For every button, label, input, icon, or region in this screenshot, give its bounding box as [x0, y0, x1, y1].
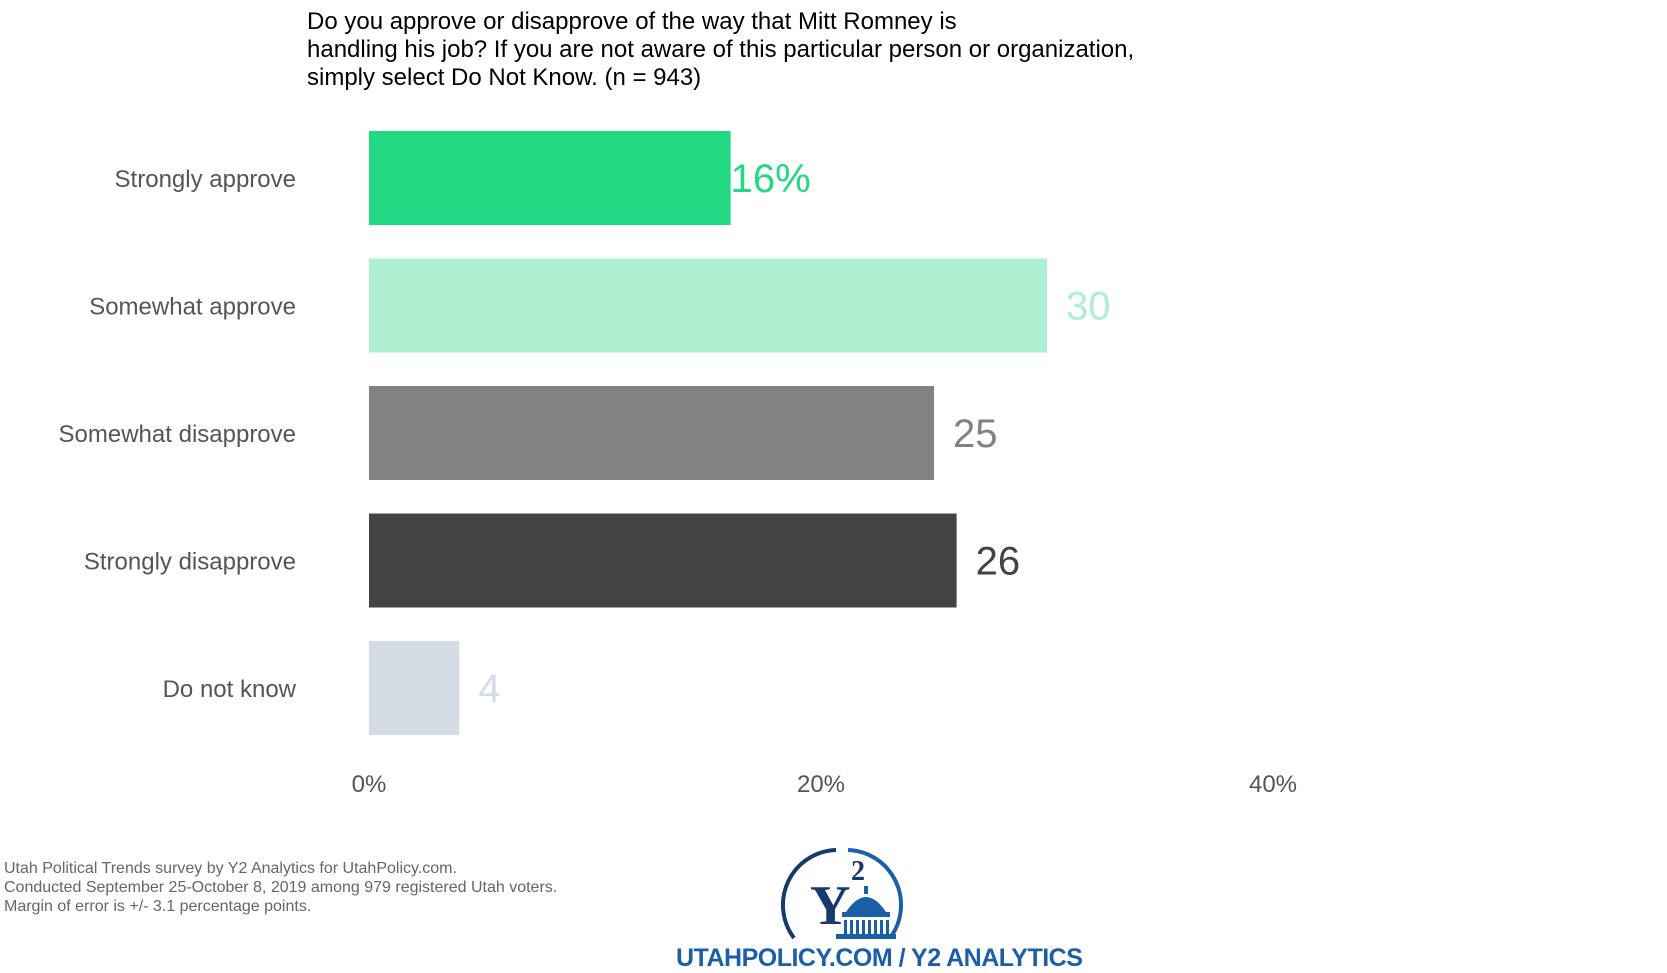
- x-tick-label: 20%: [797, 771, 845, 798]
- footnote: Utah Political Trends survey by Y2 Analy…: [4, 859, 557, 916]
- bar-somewhat-disapprove: [369, 386, 934, 480]
- value-label: 16%: [731, 157, 811, 201]
- footnote-line: Margin of error is +/- 3.1 percentage po…: [4, 898, 312, 915]
- footnote-line: Utah Political Trends survey by Y2 Analy…: [4, 860, 457, 877]
- category-label: Strongly disapprove: [84, 549, 296, 576]
- x-tick-label: 0%: [352, 771, 387, 798]
- category-label: Somewhat disapprove: [59, 421, 296, 448]
- category-label: Strongly approve: [115, 166, 296, 193]
- capitol-dome-icon: Y 2: [780, 848, 904, 940]
- bar-somewhat-approve: [369, 258, 1047, 353]
- utahpolicy-y2-logo: Y 2 UTAHPOLICY.COM / Y2 ANALYTICS: [676, 846, 1083, 973]
- footnote-line: Conducted September 25-October 8, 2019 a…: [4, 879, 558, 896]
- svg-text:2: 2: [851, 856, 865, 887]
- bar-strongly-approve: [369, 131, 731, 225]
- value-label: 26: [976, 540, 1021, 584]
- chart-title: Do you approve or disapprove of the way …: [307, 8, 1135, 91]
- value-label: 4: [478, 667, 500, 711]
- bar-strongly-disapprove: [369, 513, 957, 608]
- bar-do-not-know: [369, 641, 460, 735]
- category-label: Do not know: [163, 676, 297, 703]
- value-label: 30: [1066, 285, 1111, 329]
- logo-text: UTAHPOLICY.COM / Y2 ANALYTICS: [676, 944, 1083, 972]
- x-tick-label: 40%: [1249, 771, 1297, 798]
- svg-text:Y: Y: [810, 875, 850, 937]
- value-label: 25: [953, 412, 998, 456]
- category-label: Somewhat approve: [89, 294, 296, 321]
